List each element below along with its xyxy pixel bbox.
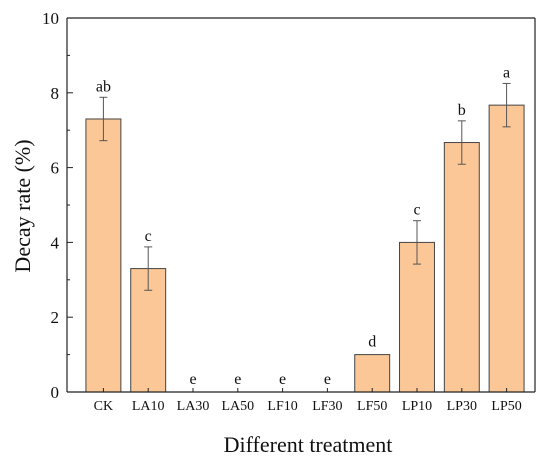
bar xyxy=(443,142,480,393)
x-tick-label: CK xyxy=(94,399,113,414)
significance-letter: c xyxy=(145,228,152,245)
error-bars-layer xyxy=(99,82,511,291)
x-tick-label: LP10 xyxy=(402,399,432,414)
ticks-layer: CK LA10 LA30 LA50 LF10 LF30 LF50 LP10 LP30 LP50 0 2… xyxy=(42,9,522,414)
significance-letter: e xyxy=(279,371,286,388)
x-tick-label: LP50 xyxy=(491,399,521,414)
x-axis-title: Different treatment xyxy=(224,432,393,457)
x-tick-label: LA50 xyxy=(221,399,254,414)
significance-letter: a xyxy=(503,64,510,81)
y-tick-label: 2 xyxy=(51,308,60,327)
significance-letter: ab xyxy=(96,78,111,95)
y-tick-label: 4 xyxy=(51,233,60,252)
significance-letters-layer: ab c e e e e d c b a xyxy=(96,64,510,388)
significance-letter: d xyxy=(368,334,376,351)
x-tick-label: LA30 xyxy=(177,399,210,414)
bar xyxy=(354,354,391,393)
y-tick-label: 0 xyxy=(51,383,60,402)
bars-layer xyxy=(85,104,525,393)
x-tick-label: LF30 xyxy=(312,399,342,414)
significance-letter: e xyxy=(324,371,331,388)
y-axis-title: Decay rate (%) xyxy=(10,139,35,272)
significance-letter: e xyxy=(234,371,241,388)
bar xyxy=(85,118,122,393)
y-tick-label: 6 xyxy=(51,159,60,178)
x-tick-label: LF10 xyxy=(267,399,297,414)
significance-letter: e xyxy=(189,371,196,388)
y-tick-label: 8 xyxy=(51,84,60,103)
significance-letter: b xyxy=(458,102,466,119)
x-tick-label: LP30 xyxy=(447,399,477,414)
x-tick-label: LF50 xyxy=(357,399,387,414)
bar xyxy=(399,241,435,393)
bar xyxy=(488,104,525,393)
significance-letter: c xyxy=(413,202,420,219)
x-tick-label: LA10 xyxy=(132,399,165,414)
y-tick-label: 10 xyxy=(42,9,59,28)
